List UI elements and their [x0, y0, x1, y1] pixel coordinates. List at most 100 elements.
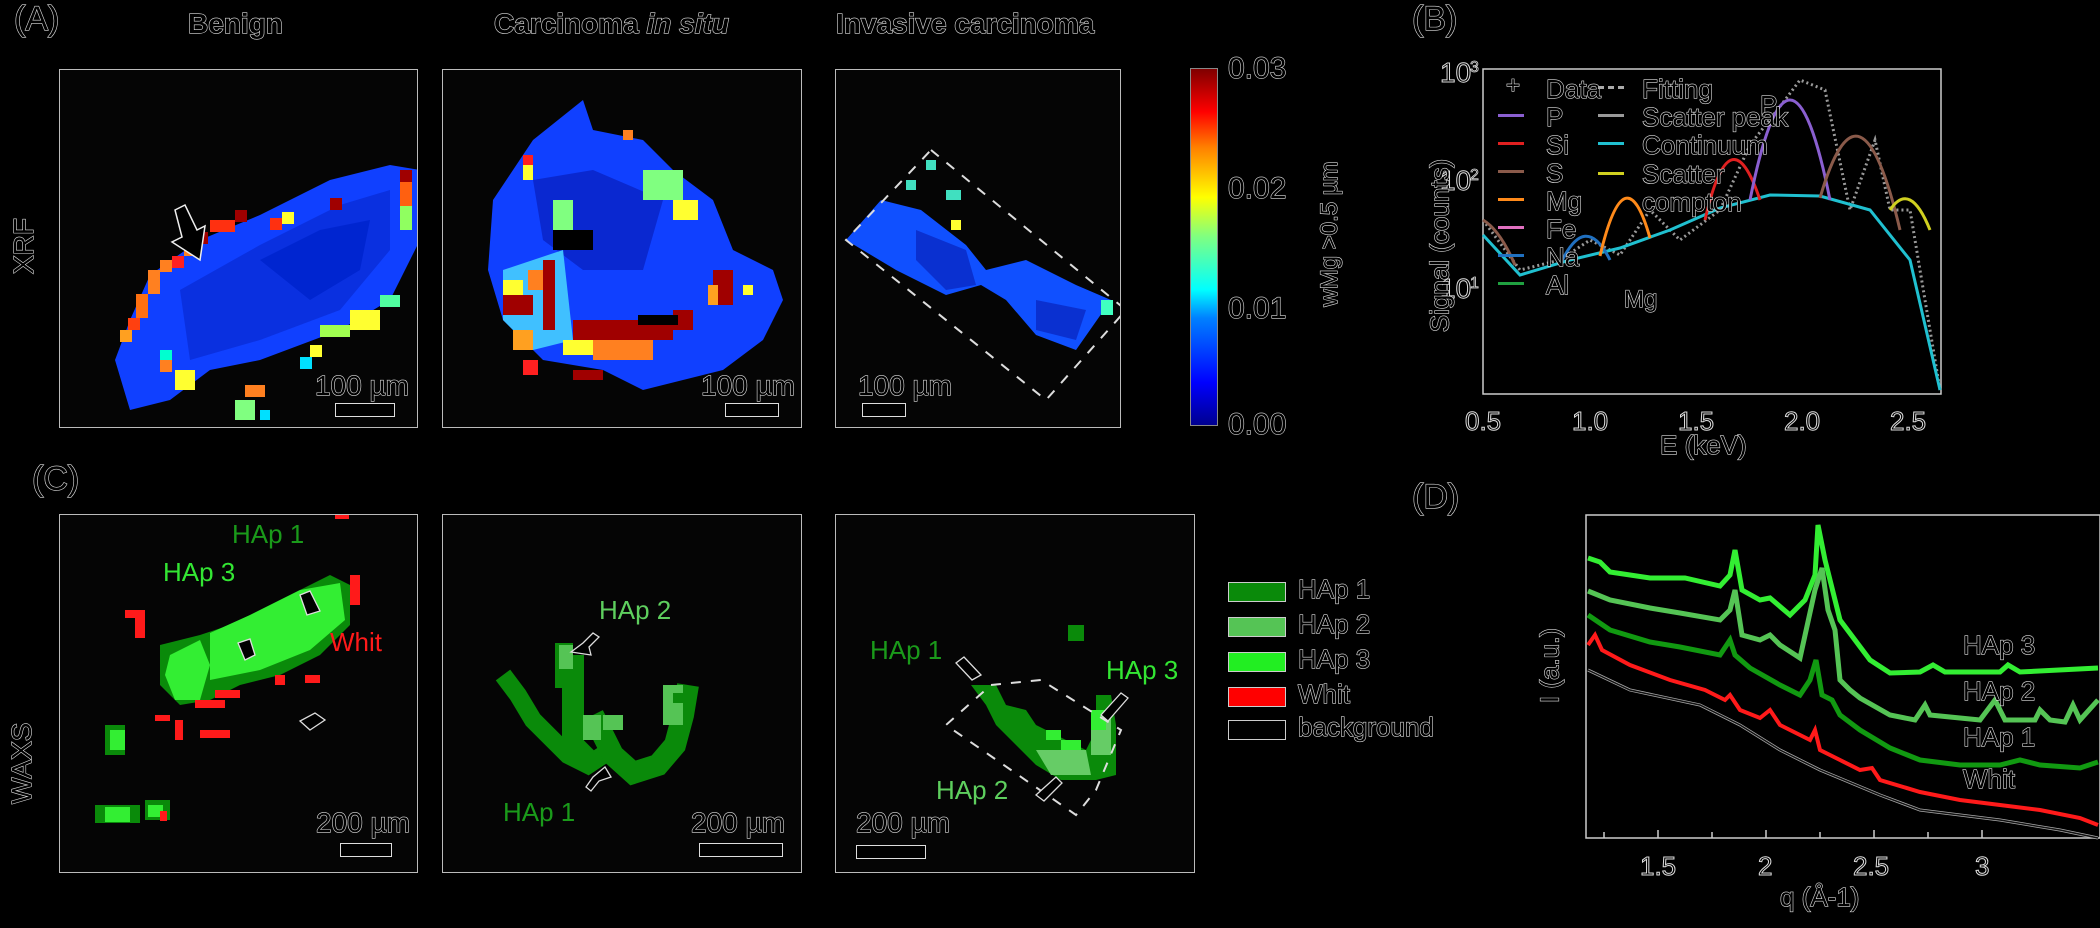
- svg-text:0.5: 0.5: [1465, 406, 1501, 436]
- annotation-text: HAp 2: [936, 775, 1009, 805]
- panel-label-c: (C): [31, 459, 80, 498]
- panel-label-a: (A): [13, 0, 60, 39]
- scale-bar: [335, 403, 395, 417]
- arrow-icon: [237, 638, 256, 661]
- legend-swatch: [1228, 617, 1286, 637]
- panel-label-d: (D): [1411, 477, 1460, 516]
- column-title-text: Carcinoma: [493, 7, 647, 39]
- colorbar: [1190, 68, 1218, 426]
- y-axis-label: Signal (counts): [1424, 158, 1455, 333]
- annotation-text: HAp 1: [870, 635, 943, 665]
- x-axis-label: E (keV): [1659, 429, 1747, 460]
- waxs-annotation-hap1: HAp 1: [503, 797, 575, 828]
- xrf-map-carcinoma-in-situ: 100 µm: [442, 69, 802, 428]
- scale-bar: [862, 403, 906, 417]
- waxs-phase-map-cis: [495, 632, 699, 792]
- svg-text:3: 3: [1975, 851, 1989, 881]
- arrow-icon: [955, 656, 983, 681]
- arrow-icon: [585, 766, 612, 792]
- colorbar-label: wMg >0.5 µm: [1315, 161, 1343, 307]
- colorbar-tick: 0.00: [1227, 407, 1287, 441]
- svg-text:1.5: 1.5: [1640, 851, 1676, 881]
- arrow-icon: [569, 632, 601, 656]
- column-title-benign: Benign: [187, 7, 283, 40]
- series-label-hap2: HAp 2: [1962, 675, 2036, 706]
- legend-swatch: [1228, 652, 1286, 672]
- legend-swatch: [1228, 582, 1286, 602]
- scale-label: 200 µm: [690, 806, 785, 838]
- arrow-icon: [299, 590, 321, 616]
- series-label-hap3: HAp 3: [1962, 629, 2036, 660]
- xrf-heatmap-cis: [488, 100, 783, 390]
- row-label-xrf: XRF: [7, 217, 39, 274]
- xrf-map-invasive-carcinoma: 100 µm: [835, 69, 1121, 428]
- scale-label: 100 µm: [857, 369, 952, 401]
- x-axis-label: q (Å-1): [1779, 881, 1860, 912]
- waxs-profile-svg: 1.5 2 2.5 3: [1585, 514, 2100, 882]
- annotation-text: HAp 1: [503, 797, 576, 827]
- peak-label-p: P: [1759, 89, 1778, 120]
- column-title-text: Invasive carcinoma: [835, 7, 1095, 39]
- dashed-roi-box: [844, 148, 1120, 402]
- annotation-text: Whit: [330, 627, 382, 657]
- svg-text:2: 2: [1758, 851, 1772, 881]
- svg-text:1.5: 1.5: [1678, 406, 1714, 436]
- waxs-annotation-hap3: HAp 3: [1106, 655, 1178, 686]
- arrow-icon: [170, 203, 206, 262]
- svg-text:1: 1: [1470, 275, 1479, 292]
- colorbar-tick: 0.03: [1227, 51, 1287, 85]
- svg-text:10: 10: [1440, 60, 1471, 88]
- scale-label: 100 µm: [314, 369, 409, 401]
- svg-text:2: 2: [1470, 167, 1479, 184]
- waxs-map-carcinoma-in-situ: HAp 2 HAp 1 200 µm: [442, 514, 802, 873]
- waxs-map-benign: HAp 1 HAp 3 Whit 200 µm: [59, 514, 418, 873]
- scale-bar: [856, 845, 926, 859]
- peak-label-mg: Mg: [1623, 285, 1658, 313]
- svg-text:1.0: 1.0: [1572, 406, 1608, 436]
- y-axis-label: I (a.u.): [1534, 627, 1565, 704]
- row-label-waxs: WAXS: [5, 722, 37, 805]
- series-label-hap1: HAp 1: [1962, 721, 2036, 752]
- dashed-roi-box: [944, 678, 1123, 817]
- arrow-icon: [1034, 776, 1063, 802]
- annotation-text: HAp 3: [163, 557, 236, 587]
- waxs-map-invasive-carcinoma: HAp 1 HAp 3 HAp 2 200 µm: [835, 514, 1195, 873]
- scale-label: 200 µm: [315, 806, 410, 838]
- scale-bar: [340, 843, 392, 857]
- legend-item: Scatter compton: [1598, 159, 1748, 217]
- waxs-phase-map-benign: [95, 515, 360, 823]
- svg-text:2.5: 2.5: [1853, 851, 1889, 881]
- annotation-text: HAp 3: [1106, 655, 1179, 685]
- xrf-heatmap-invasive: [844, 148, 1120, 402]
- annotation-text: HAp 2: [599, 595, 672, 625]
- colorbar-tick: 0.01: [1227, 291, 1287, 325]
- waxs-annotation-hap2: HAp 2: [936, 775, 1008, 806]
- svg-text:10: 10: [1440, 273, 1471, 304]
- scale-label: 100 µm: [700, 369, 795, 401]
- svg-text:2.5: 2.5: [1890, 406, 1926, 436]
- waxs-annotation-hap2: HAp 2: [599, 595, 671, 626]
- series-label-whit: Whit: [1962, 763, 2015, 794]
- annotation-text: HAp 1: [232, 519, 305, 549]
- xrf-map-benign: 100 µm: [59, 69, 418, 428]
- waxs-annotation-hap1: HAp 1: [870, 635, 942, 666]
- legend-swatch: [1228, 687, 1286, 707]
- column-title-cis: Carcinoma in situ: [493, 7, 730, 40]
- xrf-heatmap-benign: [115, 165, 417, 420]
- waxs-annotation-hap3: HAp 3: [163, 557, 235, 588]
- waxs-annotation-hap1: HAp 1: [232, 519, 304, 550]
- arrow-icon: [298, 712, 327, 731]
- svg-text:10: 10: [1440, 165, 1471, 196]
- column-title-italic: in situ: [646, 7, 730, 39]
- waxs-profile-chart: 1.5 2 2.5 3 HAp 3 HAp 2 HAp 1 Whit q (Å-1) …: [1520, 510, 2100, 923]
- column-title-invasive: Invasive carcinoma: [835, 7, 1095, 40]
- legend-swatch: [1228, 720, 1286, 740]
- colorbar-tick: 0.02: [1227, 171, 1287, 205]
- scale-bar: [725, 403, 779, 417]
- waxs-phase-map-invasive: [944, 625, 1129, 817]
- panel-label-b: (B): [1411, 0, 1458, 39]
- waxs-annotation-whit: Whit: [330, 627, 382, 658]
- svg-text:2.0: 2.0: [1784, 406, 1820, 436]
- svg-text:3: 3: [1470, 60, 1479, 76]
